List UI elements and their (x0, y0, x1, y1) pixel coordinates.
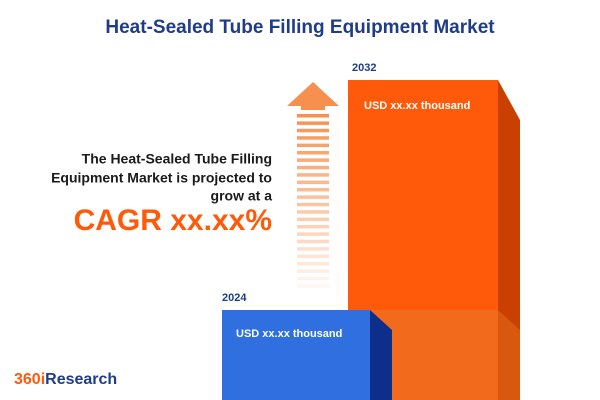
arrow-stripe (297, 151, 329, 155)
arrow-stripe (297, 143, 329, 148)
year-label: 2032 (352, 62, 376, 74)
arrow-stripe (297, 180, 329, 185)
arrow-stripe (297, 232, 329, 236)
arrow-stripe (297, 247, 329, 251)
message-line: Equipment Market is projected to (51, 170, 272, 186)
arrow-stripe (297, 262, 329, 266)
arrow-stripe (297, 114, 329, 118)
arrow-stripe (297, 195, 329, 199)
message-line: The Heat-Sealed Tube Filling (82, 151, 272, 167)
logo-suffix: Research (45, 371, 117, 388)
arrow-stripe (297, 188, 329, 192)
arrow-stripe (297, 276, 329, 281)
cagr: CAGR xx.xx% (74, 204, 272, 237)
arrow-stripe (297, 158, 329, 162)
arrow-stripe (297, 210, 329, 214)
bar-side-lower (498, 310, 520, 400)
title: Heat-Sealed Tube Filling Equipment Marke… (105, 17, 495, 38)
arrow-stripe (297, 217, 329, 222)
growth-arrow (287, 82, 339, 288)
bar-2024 (222, 310, 370, 400)
message-line: grow at a (211, 188, 273, 204)
arrow-stripe (297, 284, 329, 288)
arrow-stripe (297, 128, 329, 133)
logo: 360iResearch (14, 371, 117, 388)
arrow-stripe (297, 173, 329, 177)
year-label: 2024 (222, 292, 247, 304)
logo-prefix: 360i (14, 371, 45, 388)
arrow-stripe (297, 202, 329, 207)
bar-label: USD xx.xx thousand (364, 100, 470, 112)
arrow-stripe (297, 254, 329, 259)
arrow-stripe (297, 136, 329, 140)
arrow-stripe (297, 269, 329, 273)
arrow-stripe (297, 225, 329, 229)
arrow-stripe (297, 165, 329, 170)
arrow-head (287, 82, 339, 110)
arrow-stripe (297, 239, 329, 244)
arrow-stripe (297, 121, 329, 125)
bar-side (370, 310, 392, 400)
bar-label: USD xx.xx thousand (236, 328, 342, 340)
